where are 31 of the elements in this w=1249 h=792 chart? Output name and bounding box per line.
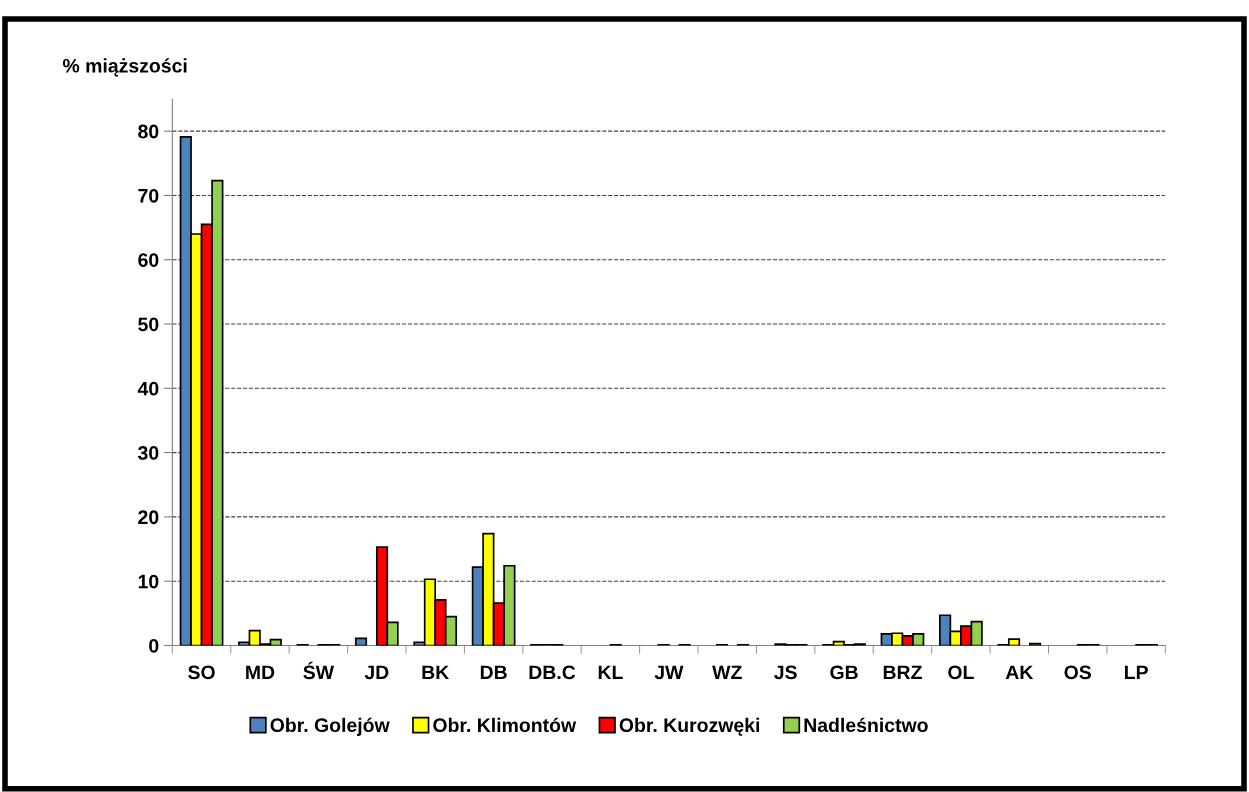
x-tick-label: DB (480, 665, 507, 680)
y-tick-label: 60 (138, 253, 159, 267)
legend-label: Nadleśnictwo (804, 717, 928, 733)
y-tick-label: 80 (138, 124, 159, 139)
x-tick-label: KL (598, 665, 623, 680)
x-tick-label: MD (246, 665, 275, 680)
x-tick-label: BK (422, 665, 450, 680)
x-tick-label: GB (830, 665, 858, 680)
x-tick-label: SO (188, 665, 215, 680)
x-tick-label: JS (774, 665, 797, 680)
x-tick-label: WZ (712, 665, 742, 680)
y-tick-label: 10 (138, 574, 159, 589)
x-tick-label: OS (1064, 665, 1091, 680)
y-tick-label: 20 (138, 510, 159, 525)
y-axis-title: % miąższości (62, 58, 187, 77)
x-tick-label: ŚW (303, 661, 335, 680)
legend-label: Obr. Kurozwęki (619, 717, 760, 736)
x-tick-label: AK (1005, 665, 1034, 680)
y-tick-label: 50 (138, 317, 159, 332)
x-tick-label: JW (654, 665, 684, 680)
x-tick-label: OL (948, 665, 974, 680)
x-tick-label: DB.C (529, 665, 576, 680)
x-tick-label: LP (1124, 665, 1148, 680)
y-tick-label: 40 (137, 381, 159, 396)
y-tick-label: 30 (137, 446, 159, 460)
y-tick-label: 0 (149, 638, 159, 653)
x-tick-label: JD (364, 665, 389, 680)
x-tick-label: BRZ (883, 665, 922, 680)
legend-label: Obr. Klimontów (433, 717, 577, 733)
legend-label: Obr. Golejów (270, 717, 390, 736)
y-tick-label: 70 (138, 188, 159, 203)
